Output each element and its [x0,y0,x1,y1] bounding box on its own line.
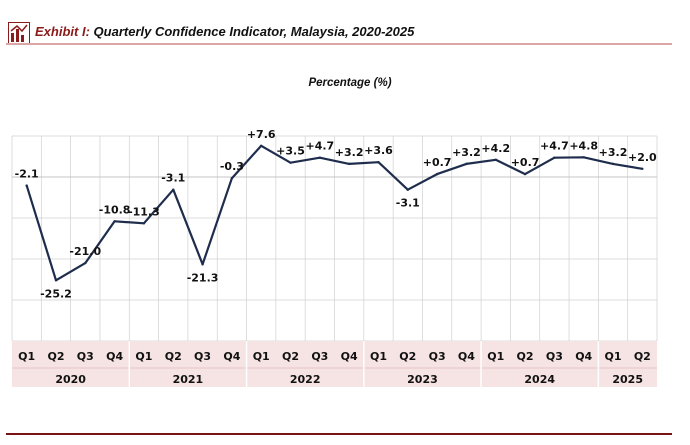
quarter-tick-label: Q1 [135,350,152,363]
data-point [347,162,351,166]
quarter-tick-label: Q3 [429,350,446,363]
exhibit-header: Exhibit I: Quarterly Confidence Indicato… [6,22,672,44]
data-point [523,172,527,176]
data-label: +4.8 [569,139,598,152]
data-label: -10.8 [99,203,131,216]
chart-subtitle: Percentage (%) [308,77,391,89]
data-point [113,220,116,223]
data-point [142,222,146,225]
year-label: 2020 [55,373,86,386]
x-axis-labels: Q1 Q2 Q3 Q4 Q1 Q2 Q3 Q4 Q1 Q2 Q3 Q4 Q1 Q2 Q3 Q4 Q1 Q2 Q3 Q4… [18,341,651,387]
quarter-tick-label: Q4 [458,350,475,363]
exhibit-number: I: [81,24,90,39]
quarter-tick-label: Q4 [106,350,123,363]
data-point [84,261,87,265]
exhibit-title: Exhibit I: Quarterly Confidence Indicato… [35,24,414,39]
data-point [289,161,292,164]
quarter-tick-label: Q3 [311,350,328,363]
grid-layer [11,135,658,342]
data-point [25,184,28,187]
data-label: -25.2 [40,287,72,300]
quarter-tick-label: Q2 [282,350,299,363]
data-label: +3.2 [335,146,364,159]
data-point [582,156,585,159]
quarter-tick-label: Q3 [194,350,211,363]
quarter-tick-label: Q1 [605,350,622,363]
data-label: +4.7 [305,140,334,153]
data-point [230,177,234,180]
quarter-tick-label: Q4 [575,350,592,363]
data-point [172,188,175,191]
data-label: +3.2 [452,146,481,159]
data-label: -21.3 [187,271,219,284]
x-axis-band [12,341,657,387]
data-point [553,156,556,159]
year-label: 2023 [407,373,438,386]
quarter-tick-label: Q2 [634,350,651,363]
data-point [494,158,497,161]
x-axis-band-bg [12,341,657,387]
year-label: 2025 [612,373,643,386]
data-label: +0.7 [511,156,540,169]
bottom-rule [6,433,672,435]
year-label: 2024 [524,373,555,386]
quarter-tick-label: Q1 [370,350,387,363]
data-point [377,161,380,164]
data-point [611,162,615,166]
quarter-tick-label: Q1 [18,350,35,363]
data-label: +7.6 [247,128,276,141]
data-label: +2.0 [628,151,657,164]
series-layer [25,144,644,282]
quarter-tick-label: Q2 [517,350,534,363]
data-label: -21.0 [69,245,101,258]
year-label: 2021 [173,373,204,386]
data-point [201,263,204,266]
quarter-tick-label: Q2 [399,350,416,363]
quarter-tick-label: Q3 [77,350,94,363]
quarter-tick-label: Q2 [165,350,182,363]
year-label: 2022 [290,373,321,386]
data-point [260,144,263,148]
data-label: -11.3 [128,205,160,218]
data-point [54,279,58,282]
data-point [406,188,409,191]
chart-title: Quarterly Confidence Indicator, Malaysia… [93,24,415,39]
quarter-tick-label: Q4 [341,350,358,363]
header-rule [6,43,672,45]
exhibit-label: Exhibit [35,24,79,39]
data-label: -3.1 [396,197,420,210]
series-line [25,144,643,282]
quarter-tick-label: Q4 [223,350,240,363]
quarter-tick-label: Q2 [47,350,64,363]
data-point [318,156,322,159]
data-label: +3.2 [599,146,628,159]
quarter-tick-label: Q3 [546,350,563,363]
data-label: -3.1 [161,172,185,185]
data-label: -2.1 [15,168,39,181]
data-label: -0.3 [220,160,244,173]
data-point [641,167,644,170]
data-label: +3.6 [364,144,393,157]
quarter-tick-label: Q1 [487,350,504,363]
data-point [465,162,468,166]
data-labels: -2.1 -25.2 -21.0 -10.8-11.3 -3.1 -21.3 -0.3 +7.… [15,128,657,300]
data-point [435,172,439,176]
data-label: +4.7 [540,140,569,153]
data-label: +0.7 [423,156,452,169]
data-label: +3.5 [276,145,305,158]
quarter-tick-label: Q1 [253,350,270,363]
data-label: +4.2 [481,142,510,155]
